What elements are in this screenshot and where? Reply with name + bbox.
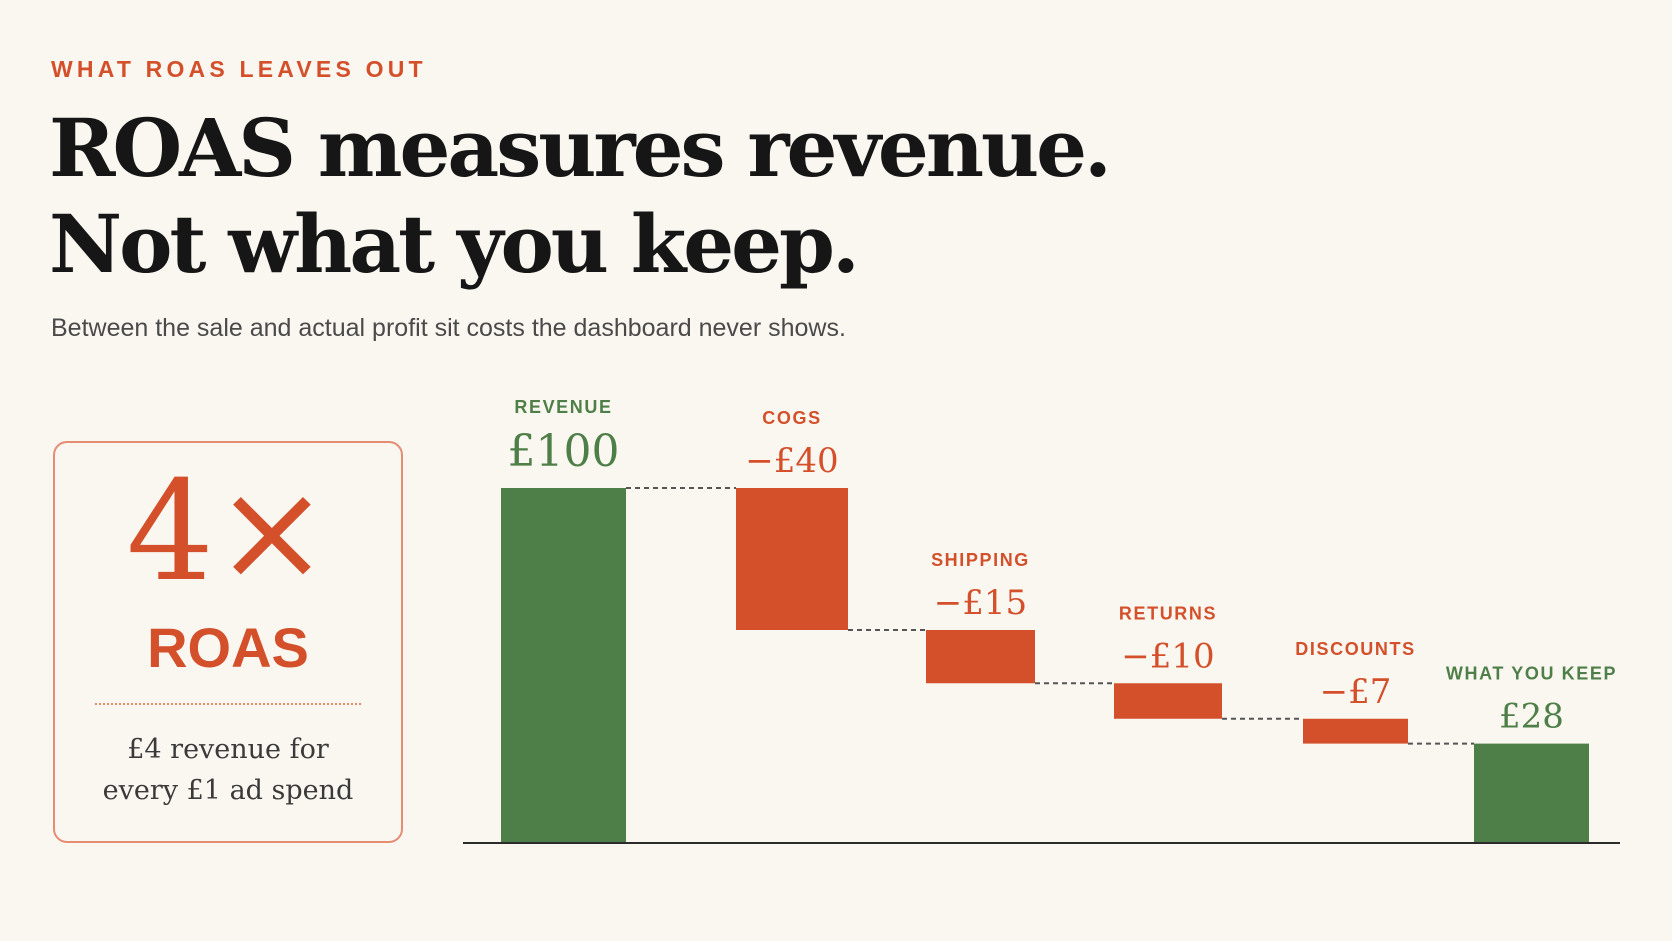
bar-cogs [736, 488, 848, 630]
label-name-revenue: REVENUE [514, 397, 612, 417]
label-name-discounts: DISCOUNTS [1295, 639, 1415, 659]
label-value-revenue: £100 [508, 426, 620, 477]
headline: ROAS measures revenue. Not what you keep… [49, 100, 1112, 292]
roas-divider [95, 703, 361, 705]
label-value-shipping: −£15 [934, 583, 1027, 623]
eyebrow-label: WHAT ROAS LEAVES OUT [51, 56, 427, 82]
headline-line-1: ROAS measures revenue. [49, 101, 1112, 195]
chart-labels: REVENUE £100 COGS −£40 SHIPPING −£15 RETURNS −£… [508, 397, 1617, 737]
roas-description-line-2: every £1 ad spend [102, 775, 354, 806]
roas-label: ROAS [147, 616, 309, 679]
headline-line-2: Not what you keep. [49, 197, 860, 291]
bar-what-you-keep [1474, 743, 1589, 843]
bar-shipping [926, 630, 1035, 684]
label-name-cogs: COGS [762, 408, 821, 428]
bar-returns [1114, 683, 1222, 719]
label-value-cogs: −£40 [745, 441, 838, 481]
label-name-returns: RETURNS [1119, 603, 1217, 623]
roas-description: £4 revenue for every £1 ad spend [75, 729, 381, 811]
roas-multiplier: 4× [126, 451, 330, 612]
label-value-what-you-keep: £28 [1499, 697, 1564, 737]
roas-description-line-1: £4 revenue for [127, 734, 329, 765]
roas-card: 4× ROAS £4 revenue for every £1 ad spend [53, 441, 403, 843]
bar-revenue [501, 488, 626, 843]
label-value-discounts: −£7 [1320, 672, 1392, 712]
bar-discounts [1303, 718, 1408, 744]
label-value-returns: −£10 [1121, 636, 1214, 676]
label-name-what-you-keep: WHAT YOU KEEP [1446, 664, 1617, 684]
chart-bars [501, 488, 1589, 843]
subheading: Between the sale and actual profit sit c… [51, 314, 846, 342]
label-name-shipping: SHIPPING [931, 550, 1030, 570]
chart-connectors [626, 487, 1474, 745]
